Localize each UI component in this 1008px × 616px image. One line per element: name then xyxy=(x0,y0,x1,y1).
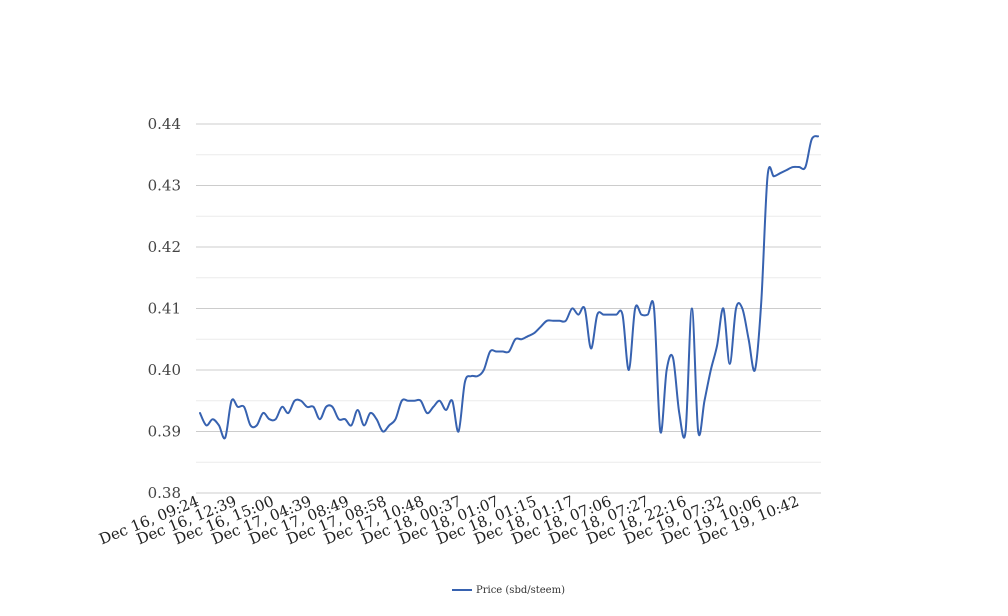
y-tick-label: 0.42 xyxy=(148,238,181,256)
legend[interactable]: Price (sbd/steem) xyxy=(452,585,565,596)
series-layer xyxy=(199,135,819,440)
gridlines xyxy=(196,123,821,494)
y-tick-label: 0.41 xyxy=(148,300,181,318)
y-axis-ticks: 0.38 0.39 0.40 0.41 0.42 0.43 0.44 xyxy=(148,115,181,502)
y-tick-label: 0.40 xyxy=(148,361,181,379)
y-tick-label: 0.43 xyxy=(148,177,181,195)
series-line-price xyxy=(199,135,819,440)
legend-label: Price (sbd/steem) xyxy=(476,585,565,596)
y-tick-label: 0.39 xyxy=(148,423,181,441)
y-tick-label: 0.44 xyxy=(148,115,181,133)
y-tick-label: 0.38 xyxy=(148,484,181,502)
